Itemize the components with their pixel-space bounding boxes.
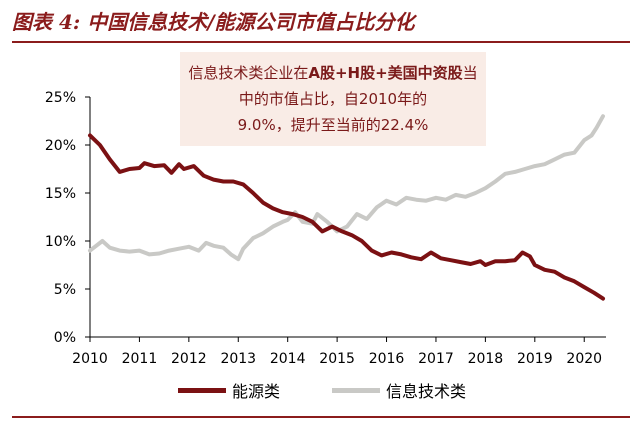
- y-tick-label: 0%: [54, 330, 76, 346]
- x-tick-label: 2015: [319, 351, 355, 367]
- legend-item-energy: 能源类: [178, 378, 280, 402]
- x-tick-label: 2012: [171, 351, 207, 367]
- chart-axes: 0% 5% 10% 15% 20% 25% 2010 2011 2012 2013 2014 2015…: [45, 90, 606, 367]
- y-tick-label: 10%: [45, 234, 76, 250]
- annotation-text-4: 9.0%，提升至当前的22.4%: [237, 116, 429, 134]
- annotation-box: 信息技术类企业在A股+H股+美国中资股当中的市值占比，自2010年的 9.0%，提…: [180, 52, 486, 146]
- y-tick-label: 25%: [45, 90, 76, 106]
- legend-item-it: 信息技术类: [332, 378, 466, 402]
- x-tick-label: 2019: [517, 351, 553, 367]
- x-tick-label: 2018: [468, 351, 504, 367]
- legend-label-energy: 能源类: [232, 382, 281, 401]
- series-line-energy: [88, 133, 605, 301]
- x-tick-label: 2014: [270, 351, 306, 367]
- figure-title: 图表 4: 中国信息技术/能源公司市值占比分化: [12, 10, 415, 34]
- x-tick-label: 2016: [369, 351, 405, 367]
- annotation-text-3: 当中的市值占比，自2010年的: [238, 64, 478, 108]
- x-tick-label: 2011: [122, 351, 158, 367]
- annotation-text-1: 信息技术类企业在: [188, 64, 309, 82]
- x-tick-label: 2017: [418, 351, 454, 367]
- legend-label-it: 信息技术类: [386, 382, 467, 401]
- title-divider: [12, 41, 630, 43]
- bottom-divider: [12, 416, 630, 418]
- annotation-text-2: A股+H股+美国中资股: [308, 64, 463, 82]
- x-tick-label: 2020: [566, 351, 602, 367]
- x-tick-label: 2013: [220, 351, 256, 367]
- legend-swatch-it: [332, 387, 380, 393]
- y-tick-label: 20%: [45, 138, 76, 154]
- legend-swatch-energy: [178, 387, 226, 393]
- y-tick-label: 5%: [54, 282, 76, 298]
- x-tick-label: 2010: [72, 351, 108, 367]
- y-tick-label: 15%: [45, 186, 76, 202]
- chart-series: [88, 114, 605, 301]
